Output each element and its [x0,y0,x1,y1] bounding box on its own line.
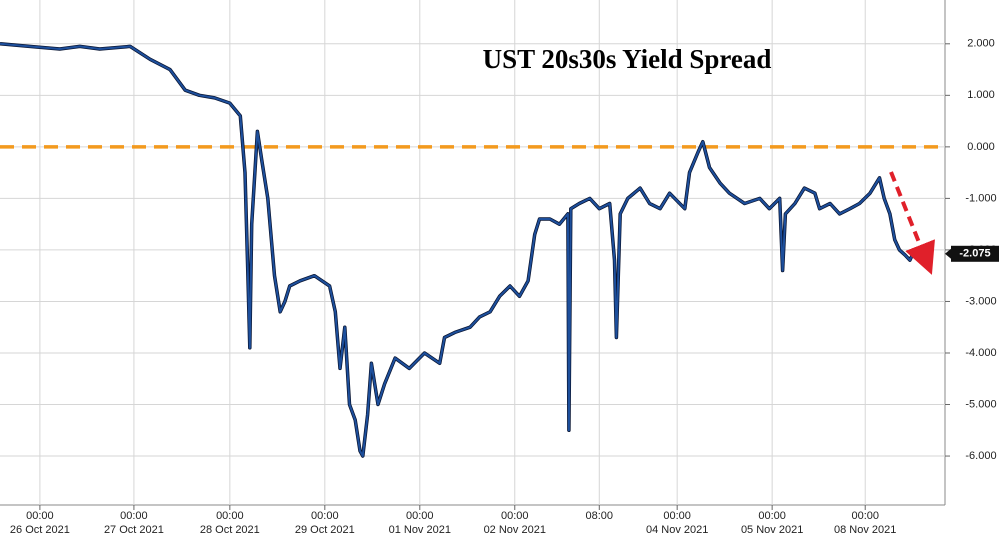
x-tick-label: 08:00 [586,510,614,522]
y-tick-label: 1.000 [967,89,995,101]
plot [0,42,945,458]
y-tick-label: -3.000 [965,295,996,307]
y-tick-label: -5.000 [965,398,996,410]
y-tick-label: -1.000 [965,192,996,204]
x-tick-label: 00:00 [26,510,54,522]
x-tick-label: 00:00 [663,510,691,522]
x-tick-label: 00:00 [311,510,339,522]
x-tick-date: 26 Oct 2021 [10,524,70,536]
y-tick-label: 0.000 [967,141,995,153]
line [0,42,921,457]
x-tick-date: 08 Nov 2021 [834,524,896,536]
last-value-label: -2.075 [959,248,990,260]
y-tick-label: 2.000 [967,38,995,50]
y-tick-label: -6.000 [965,450,996,462]
y-tick-label: -4.000 [965,347,996,359]
x-tick-date: 04 Nov 2021 [646,524,708,536]
last-value-pointer [945,248,951,259]
x-tick-date: 01 Nov 2021 [389,524,451,536]
x-tick-label: 00:00 [501,510,529,522]
x-tick-date: 28 Oct 2021 [200,524,260,536]
last-value-box [951,245,999,262]
x-tick-date: 27 Oct 2021 [104,524,164,536]
x-tick-label: 00:00 [216,510,244,522]
x-tick-label: 00:00 [406,510,434,522]
chart-title: UST 20s30s Yield Spread [483,44,772,74]
x-tick-label: 00:00 [851,510,879,522]
grid [0,0,950,510]
x-tick-date: 02 Nov 2021 [484,524,546,536]
x-tick-label: 00:00 [758,510,786,522]
x-tick-date: 29 Oct 2021 [295,524,355,536]
x-tick-label: 00:00 [120,510,148,522]
x-tick-date: 05 Nov 2021 [741,524,803,536]
